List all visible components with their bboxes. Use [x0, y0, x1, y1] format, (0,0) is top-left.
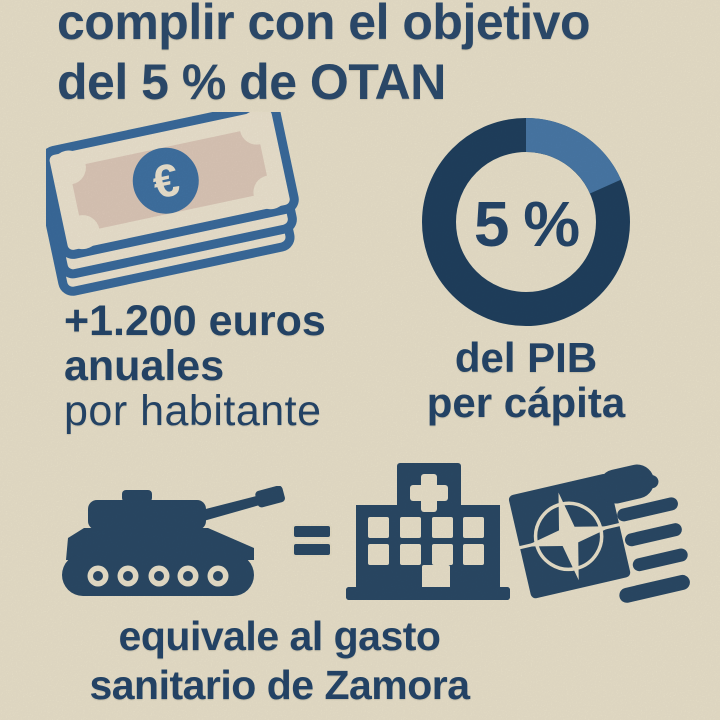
donut-caption-line-2: per cápita [426, 379, 626, 426]
donut-caption-line-1: del PIB [454, 334, 598, 381]
donut-caption: del PIB per cápita [378, 335, 674, 425]
hospital-door [422, 565, 450, 589]
left-stat-text: +1.200 euros anuales por habitante [64, 299, 326, 434]
page-title: complir con el objetivo del 5 % de OTAN [57, 0, 591, 112]
equivalence-caption-line-2: sanitario de Zamora [89, 662, 470, 708]
equivalence-caption: equivale al gasto sanitario de Zamora [57, 612, 502, 710]
nato-flag-icon [508, 464, 690, 603]
stat-period: anuales [64, 342, 225, 390]
title-line-2: del 5 % de OTAN [57, 54, 446, 110]
equivalence-caption-line-1: equivale al gasto [118, 613, 441, 659]
stat-amount: +1.200 euros [64, 297, 326, 345]
equals-icon [294, 526, 330, 562]
hospital-icon [346, 463, 510, 600]
title-line-1: complir con el objetivo [57, 0, 591, 50]
stat-unit: por habitante [64, 387, 322, 435]
tank-icon [62, 486, 285, 596]
euro-banknotes-stack-icon: € [46, 112, 299, 296]
donut-center-label: 5 % [473, 188, 580, 260]
